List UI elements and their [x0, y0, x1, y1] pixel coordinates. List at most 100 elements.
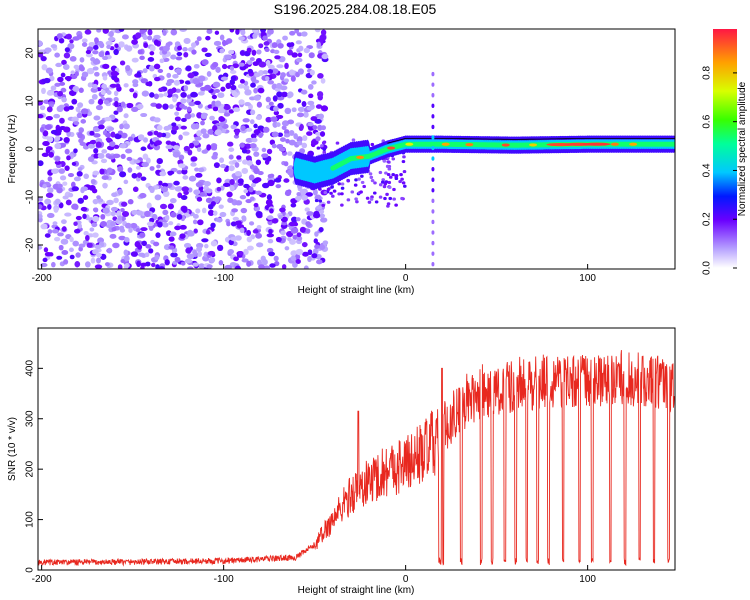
noise-speckle — [154, 140, 163, 146]
noise-speckle — [149, 51, 155, 56]
noise-speckle — [223, 112, 231, 117]
noise-speckle — [57, 183, 63, 189]
noise-speckle — [206, 144, 212, 151]
noise-speckle — [141, 240, 147, 247]
noise-speckle — [91, 188, 98, 194]
noise-speckle — [50, 44, 58, 49]
noise-speckle — [41, 87, 46, 95]
y-tick-label: 100 — [25, 511, 36, 528]
noise-speckle — [196, 246, 203, 253]
noise-speckle — [61, 249, 69, 255]
noise-speckle — [330, 185, 334, 189]
noise-speckle — [231, 208, 239, 213]
noise-speckle — [230, 236, 238, 241]
noise-speckle — [214, 129, 222, 136]
noise-speckle — [250, 82, 256, 88]
noise-speckle — [218, 204, 224, 209]
noise-speckle — [283, 78, 290, 83]
noise-speckle — [139, 232, 146, 238]
y-tick-label: 200 — [25, 460, 36, 477]
noise-speckle — [85, 53, 93, 58]
noise-speckle — [54, 142, 62, 150]
noise-speckle — [64, 212, 72, 217]
noise-speckle — [239, 50, 246, 56]
noise-speckle — [40, 223, 48, 230]
noise-speckle — [170, 211, 177, 218]
noise-speckle — [378, 195, 383, 199]
noise-speckle — [149, 92, 155, 98]
noise-speckle — [315, 104, 323, 109]
noise-speckle — [249, 57, 255, 62]
noise-speckle — [319, 131, 326, 137]
noise-speckle — [160, 186, 169, 193]
noise-speckle — [186, 253, 195, 260]
noise-speckle — [94, 244, 102, 250]
noise-speckle — [142, 34, 148, 41]
noise-speckle — [89, 139, 97, 145]
noise-speckle — [72, 240, 80, 247]
noise-speckle — [402, 169, 407, 174]
noise-speckle — [151, 262, 156, 268]
noise-speckle — [402, 155, 406, 159]
colorbar-label: Normalized spectral amplitude — [737, 81, 748, 216]
noise-speckle — [142, 68, 148, 74]
noise-speckle — [223, 105, 231, 110]
noise-speckle — [161, 132, 167, 138]
noise-speckle — [296, 32, 303, 37]
noise-speckle — [239, 194, 247, 200]
noise-speckle — [392, 187, 396, 192]
noise-speckle — [105, 132, 112, 138]
noise-speckle — [38, 52, 44, 58]
spectrogram-y-label: Frequency (Hz) — [7, 115, 18, 184]
noise-speckle — [79, 57, 85, 63]
noise-speckle — [188, 175, 197, 182]
noise-speckle — [42, 183, 47, 189]
noise-speckle — [206, 70, 212, 77]
noise-speckle — [296, 235, 303, 241]
noise-speckle — [203, 84, 212, 91]
noise-speckle — [97, 152, 105, 159]
noise-speckle — [124, 222, 132, 229]
noise-speckle — [105, 40, 113, 46]
noise-speckle — [258, 43, 264, 49]
noise-speckle — [89, 227, 95, 232]
noise-speckle — [108, 30, 114, 38]
noise-speckle — [317, 73, 324, 79]
noise-speckle — [214, 88, 220, 93]
noise-speckle — [261, 147, 267, 153]
noise-speckle — [136, 172, 143, 178]
noise-speckle — [265, 76, 270, 81]
noise-speckle — [326, 187, 331, 192]
noise-speckle — [281, 91, 288, 98]
noise-speckle — [219, 157, 225, 163]
noise-speckle — [110, 206, 118, 212]
noise-speckle — [200, 120, 205, 126]
noise-speckle — [153, 63, 161, 70]
noise-speckle — [267, 80, 275, 85]
spike-artifact — [431, 209, 435, 214]
noise-speckle — [255, 115, 262, 120]
noise-speckle — [316, 91, 324, 98]
noise-speckle — [340, 182, 345, 186]
noise-speckle — [92, 215, 100, 222]
noise-speckle — [85, 49, 92, 55]
noise-speckle — [205, 188, 213, 194]
noise-speckle — [132, 186, 139, 193]
noise-speckle — [332, 189, 337, 193]
noise-speckle — [123, 264, 129, 269]
noise-speckle — [54, 198, 61, 205]
noise-speckle — [213, 40, 222, 46]
noise-speckle — [266, 148, 273, 155]
noise-speckle — [267, 174, 273, 179]
noise-speckle — [77, 166, 83, 172]
noise-speckle — [302, 251, 309, 257]
noise-speckle — [190, 156, 198, 162]
noise-speckle — [148, 248, 154, 254]
noise-speckle — [58, 168, 66, 174]
noise-speckle — [63, 126, 71, 133]
noise-speckle — [102, 56, 109, 61]
noise-speckle — [64, 165, 70, 171]
noise-speckle — [78, 243, 86, 248]
noise-speckle — [60, 72, 66, 78]
noise-speckle — [316, 259, 323, 265]
